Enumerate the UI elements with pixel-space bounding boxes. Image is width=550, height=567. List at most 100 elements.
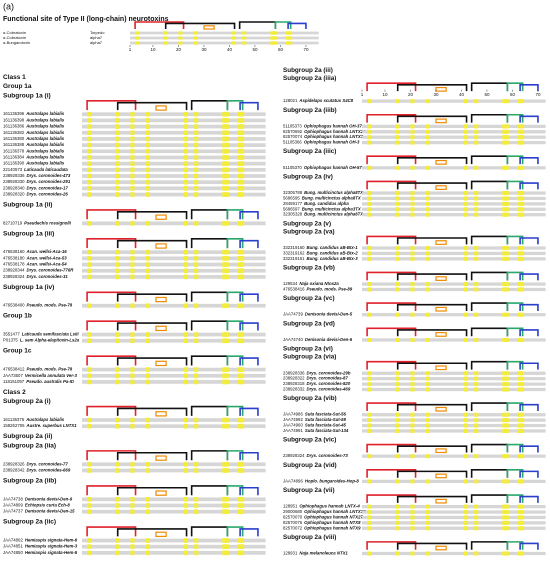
conserved-residue [240, 509, 245, 515]
ruler-label: 60 [510, 92, 516, 97]
conserved-residue [502, 129, 507, 134]
sequence-label: JAA74802 Hemiaspis signata-Hem-6 [3, 538, 78, 543]
conserved-residue [520, 551, 525, 556]
disulfide-bracket [366, 302, 417, 311]
reference-target: alpha7 [90, 40, 103, 45]
conserved-residue [87, 262, 92, 267]
conserved-residue [237, 338, 242, 344]
conserved-residue [222, 268, 227, 274]
conserved-residue [194, 496, 199, 502]
group-heading: Subgroup 2a (iiib) [283, 107, 337, 114]
conserved-residue [87, 136, 92, 142]
conserved-residue [464, 99, 469, 104]
conserved-residue [237, 332, 242, 337]
conserved-residue [520, 140, 525, 145]
conserved-residue [367, 509, 372, 515]
conserved-residue [395, 479, 400, 484]
conserved-residue [502, 135, 507, 140]
conserved-residue [240, 256, 245, 261]
disulfide-bracket [396, 445, 468, 453]
conserved-residue [130, 461, 135, 467]
sequence-label: JAA74737 Denisonia devisi-Den-15 [3, 509, 75, 514]
conserved-residue [222, 544, 227, 550]
sequence [82, 303, 266, 308]
conserved-residue [224, 461, 229, 467]
accession: JAA74737 [3, 509, 23, 514]
conserved-residue [504, 196, 509, 201]
conserved-residue [504, 479, 509, 484]
conserved-residue [194, 155, 199, 160]
conserved-residue [194, 274, 199, 280]
conserved-residue [502, 140, 507, 145]
conserved-residue [130, 124, 135, 129]
conserved-residue [520, 191, 525, 196]
conserved-residue [464, 256, 469, 261]
disulfide-bracket [470, 180, 509, 190]
conserved-residue [130, 338, 135, 344]
conserved-residue [145, 268, 150, 274]
disulfide-bracket [366, 235, 417, 245]
conserved-residue [425, 337, 430, 342]
conserved-residue [410, 387, 415, 392]
conserved-residue [395, 191, 400, 196]
conserved-residue [502, 165, 507, 170]
conserved-residue [222, 111, 227, 117]
accession: JAA74809 [3, 503, 23, 508]
conserved-residue [425, 515, 430, 520]
conserved-residue [502, 256, 507, 261]
conserved-residue [222, 367, 227, 372]
conserved-residue [504, 515, 509, 520]
conserved-residue [222, 509, 227, 515]
conserved-residue [87, 274, 92, 280]
conserved-residue [504, 287, 509, 292]
conserved-residue [184, 136, 189, 142]
conserved-residue [474, 423, 479, 428]
conserved-residue [224, 118, 229, 123]
sequence-label: 238928324 Drys. coronoides-73 [283, 453, 348, 458]
disulfide-bracket [287, 22, 307, 29]
conserved-residue [184, 130, 189, 136]
sequence-label: 32305328 Bung. multicinctus alpha6TX [283, 212, 364, 217]
conserved-residue [184, 503, 189, 508]
disulfide-bracket [396, 403, 468, 412]
sequence-label: 476538180 Acan. wellsi-Aca-53 [3, 256, 67, 261]
sequence [82, 256, 266, 261]
conserved-residue [184, 179, 189, 185]
conserved-residue [425, 207, 430, 212]
conserved-residue [237, 249, 242, 255]
species: Drys. coronoides-77 [27, 461, 69, 466]
conserved-residue [87, 332, 92, 337]
conserved-residue [237, 167, 242, 173]
accession: 51105373 [283, 124, 302, 129]
accession: 51105370 [283, 165, 302, 170]
conserved-residue [222, 538, 227, 543]
disulfide-bracket [470, 443, 509, 453]
accession: JAA74960 [283, 423, 303, 428]
conserved-residue [222, 118, 227, 123]
conserved-residue [115, 338, 120, 344]
accession: 32305328 [283, 212, 303, 217]
conserved-residue [194, 461, 199, 467]
conserved-residue [474, 140, 479, 145]
species: Acan. wellsi-Aca-54 [26, 262, 68, 267]
accession: 161136380 [3, 136, 25, 141]
accession: 238928336 [283, 370, 305, 375]
conserved-residue [474, 515, 479, 520]
conserved-residue [464, 387, 469, 392]
conserved-residue [87, 142, 92, 148]
accession: JAA74896 [283, 479, 303, 484]
conserved-residue [87, 221, 92, 226]
conserved-residue [222, 142, 227, 148]
conserved-residue [240, 262, 245, 267]
conserved-residue [184, 468, 189, 473]
conserved-residue [115, 268, 120, 274]
conserved-residue [395, 526, 400, 531]
conserved-residue [87, 468, 92, 473]
disulfide-bracket [366, 180, 417, 190]
conserved-residue [367, 418, 372, 423]
conserved-residue [240, 130, 245, 136]
conserved-residue [224, 379, 229, 385]
sequence [82, 167, 266, 172]
accession: 128951 [283, 504, 298, 509]
conserved-residue [425, 382, 430, 387]
